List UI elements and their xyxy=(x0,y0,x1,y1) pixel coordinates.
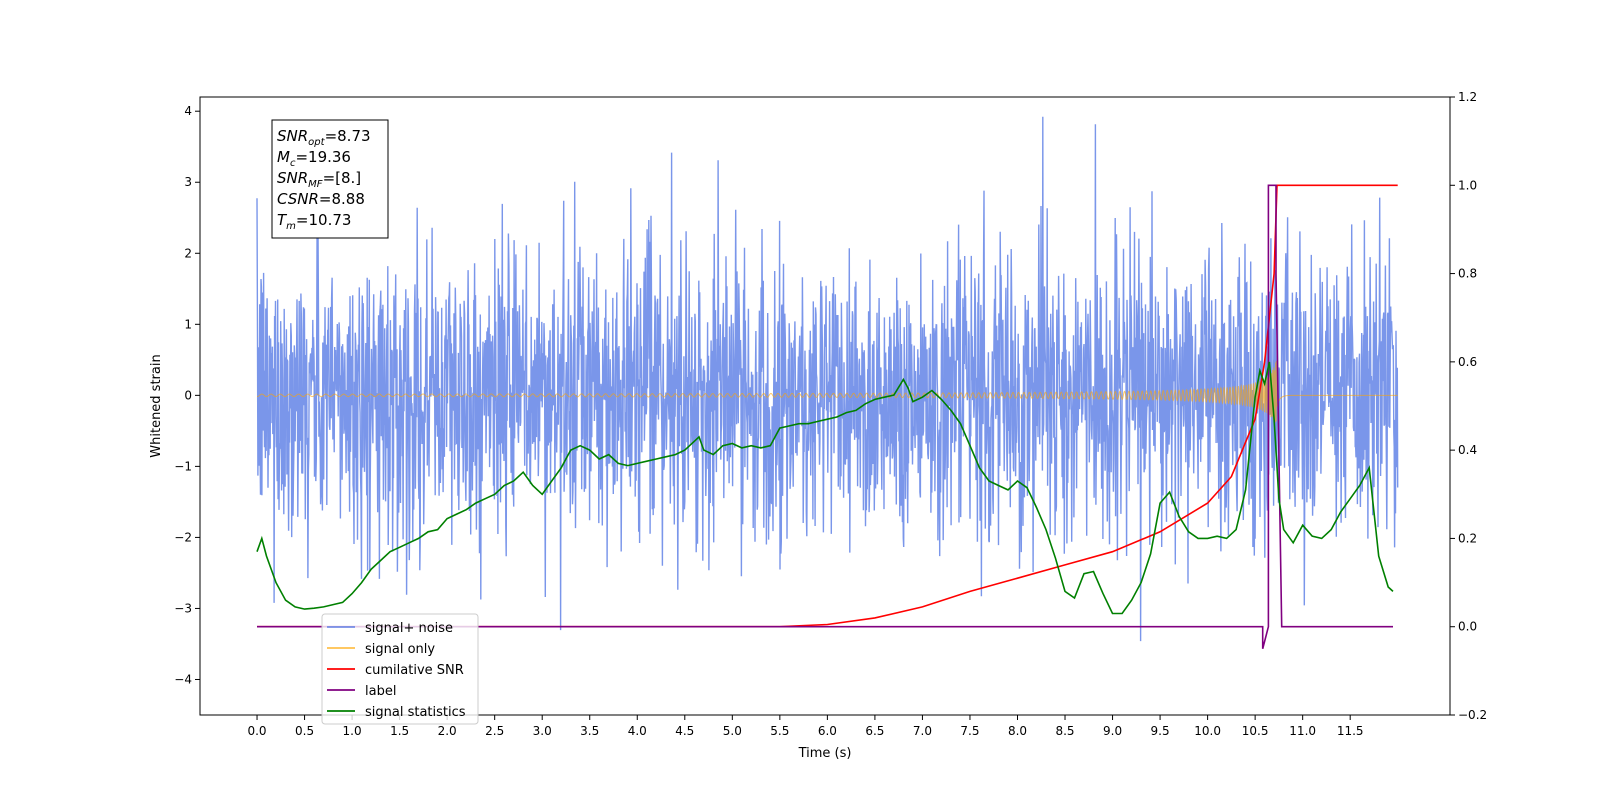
y-tick-label-right: 1.0 xyxy=(1458,178,1477,192)
series-signal-only-line xyxy=(257,360,1398,423)
y-tick-label-right: −0.2 xyxy=(1458,708,1487,722)
legend-label: label xyxy=(365,684,396,699)
legend-label: signal+ noise xyxy=(365,621,453,636)
x-tick-label: 9.0 xyxy=(1103,724,1122,738)
x-tick-label: 2.0 xyxy=(438,724,457,738)
series-signal-statistics-line xyxy=(256,361,1394,615)
x-tick-label: 7.0 xyxy=(913,724,932,738)
plot-frame xyxy=(199,96,1451,716)
annotation-line: SNRMF=[8.] xyxy=(277,169,361,190)
annotation-line: CSNR=8.88 xyxy=(277,190,365,208)
y-tick-label-left: 2 xyxy=(184,246,192,260)
x-tick-label: 2.5 xyxy=(485,724,504,738)
legend-label: signal statistics xyxy=(365,705,466,720)
x-tick-label: 0.0 xyxy=(247,724,266,738)
x-tick-label: 6.0 xyxy=(818,724,837,738)
x-tick-label: 7.5 xyxy=(960,724,979,738)
legend: signal+ noise signal only cumilative SNR la… xyxy=(321,613,479,725)
legend-label: cumilative SNR xyxy=(365,663,464,678)
annotation-line: Tm=10.73 xyxy=(277,211,351,232)
x-tick-label: 4.0 xyxy=(628,724,647,738)
y-tick-label-right: 0.4 xyxy=(1458,443,1477,457)
y-tick-label-left: −1 xyxy=(174,459,192,473)
x-tick-label: 3.5 xyxy=(580,724,599,738)
x-axis-label: Time (s) xyxy=(798,746,852,761)
y-tick-label-right: 0.2 xyxy=(1458,531,1477,545)
x-tick-label: 8.0 xyxy=(1008,724,1027,738)
y-tick-label-right: 0.6 xyxy=(1458,355,1477,369)
y-tick-label-left: 0 xyxy=(184,388,192,402)
x-tick-label: 11.0 xyxy=(1289,724,1316,738)
x-tick-label: 6.5 xyxy=(865,724,884,738)
x-tick-label: 1.5 xyxy=(390,724,409,738)
annotation-frame xyxy=(271,119,389,239)
x-tick-label: 4.5 xyxy=(675,724,694,738)
x-tick-label: 8.5 xyxy=(1055,724,1074,738)
legend-label: signal only xyxy=(365,642,435,657)
x-tick-label: 1.0 xyxy=(343,724,362,738)
series-signal-noise-line xyxy=(256,116,1399,642)
x-tick-label: 10.0 xyxy=(1194,724,1221,738)
y-axis-label-left: Whitened strain xyxy=(149,354,164,457)
x-tick-label: 5.5 xyxy=(770,724,789,738)
y-tick-label-left: −2 xyxy=(174,530,192,544)
y-tick-label-right: 1.2 xyxy=(1458,90,1477,104)
y-tick-label-left: −4 xyxy=(174,672,192,686)
x-tick-label: 3.0 xyxy=(533,724,552,738)
y-tick-label-right: 0.8 xyxy=(1458,267,1477,281)
y-tick-label-left: 1 xyxy=(184,317,192,331)
annotation-line: SNRopt=8.73 xyxy=(277,127,371,148)
y-tick-label-left: 4 xyxy=(184,104,192,118)
y-tick-label-left: −3 xyxy=(174,601,192,615)
x-tick-label: 11.5 xyxy=(1337,724,1364,738)
x-tick-label: 5.0 xyxy=(723,724,742,738)
y-tick-label-left: 3 xyxy=(184,175,192,189)
annotation-line: Mc=19.36 xyxy=(277,148,351,169)
x-tick-label: 0.5 xyxy=(295,724,314,738)
plot-area xyxy=(256,116,1399,649)
x-tick-label: 9.5 xyxy=(1151,724,1170,738)
legend-frame xyxy=(321,613,479,725)
x-tick-label: 10.5 xyxy=(1242,724,1269,738)
y-tick-label-right: 0.0 xyxy=(1458,620,1477,634)
axes: 0.0 0.5 1.0 1.5 2.0 2.5 3.0 3.5 4.0 4.5 5.0 5.5 6.0 6… xyxy=(174,90,1487,738)
